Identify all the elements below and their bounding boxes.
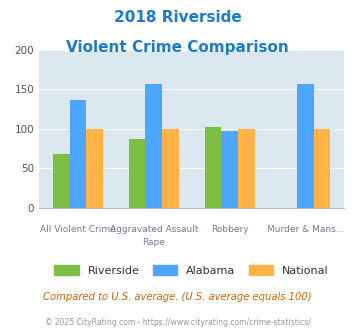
Text: 2018 Riverside: 2018 Riverside: [114, 10, 241, 25]
Bar: [70, 100, 86, 208]
Bar: [221, 131, 238, 208]
Bar: [53, 154, 70, 208]
Bar: [314, 129, 331, 208]
Bar: [297, 83, 314, 208]
Legend: Riverside, Alabama, National: Riverside, Alabama, National: [50, 261, 333, 280]
Text: Aggravated Assault: Aggravated Assault: [110, 225, 198, 234]
Text: All Violent Crime: All Violent Crime: [40, 225, 116, 234]
Bar: [129, 139, 146, 208]
Text: Violent Crime Comparison: Violent Crime Comparison: [66, 40, 289, 54]
Text: Robbery: Robbery: [211, 225, 248, 234]
Bar: [162, 129, 179, 208]
Text: Rape: Rape: [142, 239, 165, 248]
Text: Murder & Mans...: Murder & Mans...: [267, 225, 344, 234]
Bar: [238, 129, 255, 208]
Bar: [86, 129, 103, 208]
Text: Compared to U.S. average. (U.S. average equals 100): Compared to U.S. average. (U.S. average …: [43, 292, 312, 302]
Bar: [204, 127, 221, 208]
Bar: [146, 83, 162, 208]
Text: © 2025 CityRating.com - https://www.cityrating.com/crime-statistics/: © 2025 CityRating.com - https://www.city…: [45, 318, 310, 327]
